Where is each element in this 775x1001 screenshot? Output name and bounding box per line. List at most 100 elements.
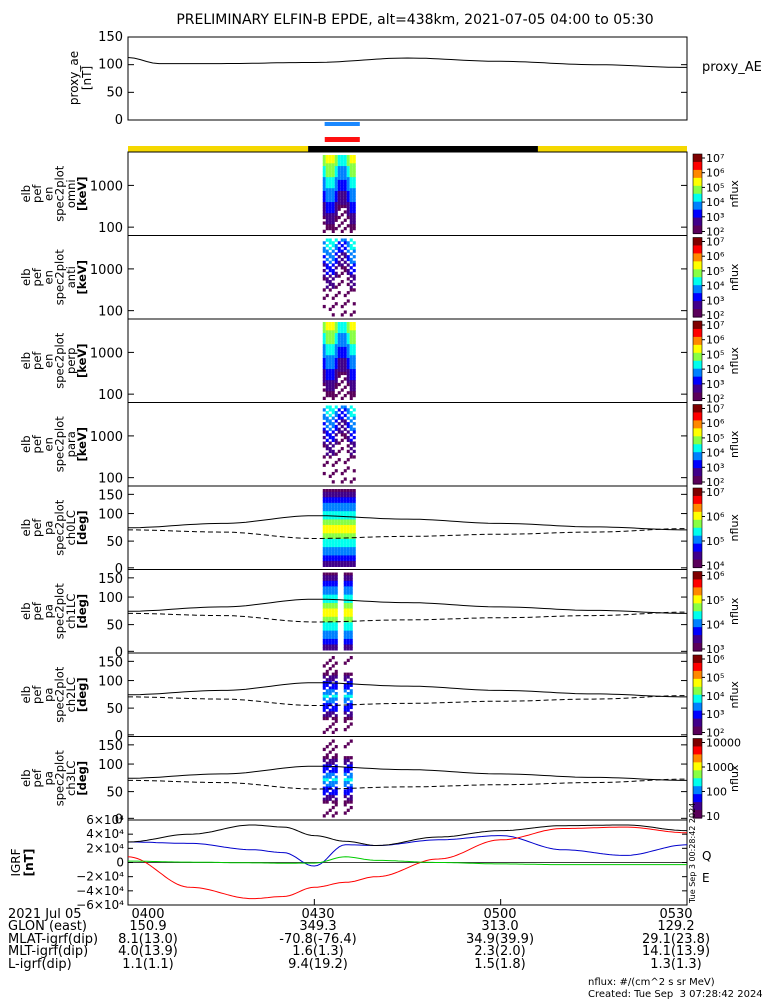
spectrogram-cell <box>340 366 344 370</box>
colorbar-segment <box>693 297 702 300</box>
spectrogram-cell <box>331 781 335 785</box>
spectrogram-cell <box>349 355 353 359</box>
spectrogram-cell <box>328 689 332 693</box>
spectrogram-cell <box>331 171 335 175</box>
colorbar-segment <box>693 656 702 659</box>
spectrogram-cell <box>337 355 341 359</box>
spectrogram-cell <box>340 352 344 356</box>
spectrogram-cell <box>322 622 326 626</box>
spectrogram-cell <box>349 636 353 640</box>
colorbar-label: nflux <box>728 514 741 542</box>
colorbar-segment <box>693 493 702 496</box>
spectrogram-cell <box>331 313 335 317</box>
spectrogram-cell <box>322 781 326 785</box>
spectrogram-cell <box>346 207 350 211</box>
footer-cell: 1.3(1.3) <box>650 956 702 972</box>
tick-label: 1000 <box>90 263 123 278</box>
spectrogram-cell <box>346 291 350 295</box>
spectrogram-cell <box>334 491 338 496</box>
spectrogram-cell <box>346 199 350 203</box>
spectrogram-cell <box>322 583 326 587</box>
colorbar-segment <box>693 480 702 482</box>
spectrogram-cell <box>322 171 326 175</box>
spectrogram-cell <box>325 349 329 353</box>
spectrogram-cell <box>328 769 332 774</box>
colorbar-segment <box>693 660 702 663</box>
spectrogram-cell <box>334 691 338 696</box>
colorbar-segment <box>693 360 702 363</box>
spectrogram-cell <box>322 758 326 763</box>
spectrogram-cell <box>349 775 353 779</box>
spectrogram-cell <box>331 627 335 632</box>
spectrogram-cell <box>334 188 338 192</box>
ylabel-line: ch1LC <box>64 594 78 629</box>
spectrogram-cell <box>334 672 338 676</box>
spectrogram-cell <box>346 630 350 634</box>
spectrogram-cell <box>343 803 347 807</box>
spectrogram-cell <box>325 196 329 200</box>
spectrogram-cell <box>352 371 356 376</box>
spectrogram-cell <box>322 207 326 211</box>
spectrogram-cell <box>322 155 326 159</box>
spectrogram-cell <box>343 589 347 593</box>
colorbar-segment <box>693 678 702 681</box>
spectrogram-cell <box>331 761 335 765</box>
colorbar-segment <box>693 640 702 643</box>
colorbar-segment <box>693 168 702 171</box>
tick-label: 100 <box>98 305 123 320</box>
spectrogram-cell <box>340 558 344 562</box>
spectrogram-cell <box>334 185 338 189</box>
spectrogram-cell <box>346 675 350 679</box>
spectrogram-cell <box>328 252 332 256</box>
colorbar-segment <box>693 462 702 465</box>
colorbar-segment <box>693 208 702 211</box>
spectrogram-cell <box>334 380 338 384</box>
spectrogram-cell <box>328 355 332 359</box>
colorbar-segment <box>693 533 702 535</box>
ae-right-label: proxy_AE <box>702 60 762 75</box>
colorbar-segment <box>693 739 702 742</box>
spectrogram-cell <box>334 616 338 621</box>
spectrogram-cell <box>334 769 338 774</box>
colorbar-tick-label: 10⁵ <box>706 535 724 548</box>
colorbar-segment <box>693 631 702 634</box>
colorbar-tick-label: 10⁶ <box>706 653 725 666</box>
spectrogram-cell <box>343 218 347 222</box>
colorbar-segment <box>693 727 702 730</box>
spectrogram-cell <box>340 508 344 512</box>
spectrogram-cell <box>325 333 329 337</box>
ylabel-line: elb <box>19 185 33 203</box>
colorbar-frame <box>692 571 703 652</box>
colorbar-tick-label: 10⁵ <box>706 348 724 361</box>
colorbar-segment <box>693 226 702 229</box>
spectrogram-cell <box>325 226 329 231</box>
spectrogram-cell <box>340 179 344 184</box>
spectrogram-cell <box>346 547 350 551</box>
spectrogram-cell <box>346 374 350 378</box>
spectrogram-cell <box>349 516 353 520</box>
spectrogram-cell <box>343 522 347 526</box>
colorbar-segment <box>693 474 702 477</box>
ylabel-line: pef <box>30 518 44 537</box>
colorbar-segment <box>693 803 702 806</box>
spectrogram-cell <box>322 530 326 534</box>
spectrogram-cell <box>337 282 341 287</box>
spectrogram-cell <box>322 505 326 509</box>
spectrogram-cell <box>322 489 326 493</box>
spectrogram-cell <box>331 282 335 287</box>
spectrogram-cell <box>343 694 347 699</box>
ylabel-line: pef <box>30 267 44 286</box>
colorbar-segment <box>693 612 702 615</box>
spectrogram-cell <box>352 449 356 454</box>
spectrogram-cell <box>325 661 329 665</box>
spectrogram-cell <box>343 357 347 362</box>
spectrogram-cell <box>349 166 353 170</box>
spectrogram-cell <box>349 647 353 651</box>
spectrogram-cell <box>331 549 335 554</box>
spectrogram-cell <box>349 722 353 726</box>
colorbar-frame <box>692 404 703 485</box>
spectrogram-cell <box>322 157 326 162</box>
spectrogram-cell <box>343 252 347 256</box>
spectrogram-cell <box>343 393 347 398</box>
spectrogram-cell <box>346 524 350 529</box>
